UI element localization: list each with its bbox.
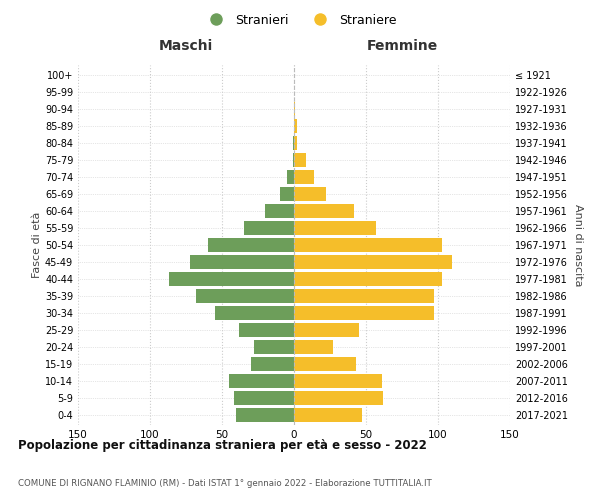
Bar: [294, 357, 356, 370]
Bar: [294, 170, 314, 184]
Bar: [254, 340, 294, 353]
Bar: [294, 238, 442, 252]
Bar: [215, 306, 294, 320]
Text: COMUNE DI RIGNANO FLAMINIO (RM) - Dati ISTAT 1° gennaio 2022 - Elaborazione TUTT: COMUNE DI RIGNANO FLAMINIO (RM) - Dati I…: [18, 478, 432, 488]
Bar: [196, 289, 294, 302]
Bar: [294, 391, 383, 404]
Bar: [244, 221, 294, 235]
Bar: [294, 289, 434, 302]
Bar: [294, 204, 355, 218]
Bar: [229, 374, 294, 388]
Bar: [294, 306, 434, 320]
Bar: [251, 357, 294, 370]
Text: Popolazione per cittadinanza straniera per età e sesso - 2022: Popolazione per cittadinanza straniera p…: [18, 440, 427, 452]
Bar: [233, 391, 294, 404]
Legend: Stranieri, Straniere: Stranieri, Straniere: [199, 8, 401, 32]
Bar: [280, 188, 294, 201]
Bar: [294, 374, 382, 388]
Bar: [208, 238, 294, 252]
Bar: [294, 102, 295, 116]
Bar: [293, 154, 294, 167]
Y-axis label: Fasce di età: Fasce di età: [32, 212, 42, 278]
Bar: [294, 323, 359, 336]
Text: Femmine: Femmine: [367, 39, 437, 53]
Bar: [294, 154, 305, 167]
Bar: [239, 323, 294, 336]
Bar: [294, 340, 333, 353]
Bar: [293, 136, 294, 150]
Bar: [294, 255, 452, 269]
Bar: [294, 188, 326, 201]
Bar: [236, 408, 294, 422]
Y-axis label: Anni di nascita: Anni di nascita: [574, 204, 583, 286]
Bar: [294, 136, 297, 150]
Bar: [265, 204, 294, 218]
Bar: [294, 272, 442, 286]
Bar: [294, 408, 362, 422]
Bar: [169, 272, 294, 286]
Bar: [294, 120, 297, 133]
Bar: [294, 221, 376, 235]
Text: Maschi: Maschi: [159, 39, 213, 53]
Bar: [287, 170, 294, 184]
Bar: [190, 255, 294, 269]
